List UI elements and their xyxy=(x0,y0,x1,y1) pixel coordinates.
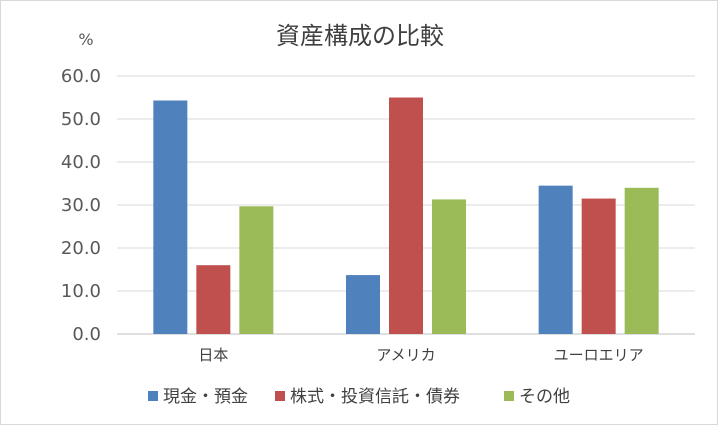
legend-label: 現金・預金 xyxy=(163,387,248,407)
y-tick-label: 30.0 xyxy=(61,195,101,216)
legend-label: その他 xyxy=(519,387,570,407)
y-tick-label: 60.0 xyxy=(61,66,101,87)
y-tick-label: 0.0 xyxy=(72,324,101,345)
legend-swatch xyxy=(148,391,158,401)
y-tick-label: 50.0 xyxy=(61,109,101,130)
y-tick-label: 20.0 xyxy=(61,238,101,259)
x-tick-label: 日本 xyxy=(198,346,228,364)
legend-swatch xyxy=(275,391,285,401)
y-tick-labels: 0.0 10.0 20.0 30.0 40.0 50.0 60.0 xyxy=(61,66,101,345)
bar-3-3 xyxy=(624,187,659,334)
y-tick-label: 40.0 xyxy=(61,152,101,173)
legend: 現金・預金 株式・投資信託・債券 その他 xyxy=(148,387,570,407)
bar-3-2 xyxy=(432,199,466,334)
x-tick-label: アメリカ xyxy=(376,346,435,364)
legend-swatch xyxy=(504,391,514,401)
x-tick-label: ユーロエリア xyxy=(554,346,644,364)
bar-1-1 xyxy=(153,100,188,334)
y-tick-label: 10.0 xyxy=(61,281,101,302)
bar-2-1 xyxy=(196,265,231,334)
legend-label: 株式・投資信託・債券 xyxy=(290,387,460,407)
bar-1-2 xyxy=(346,275,380,334)
bar-3-1 xyxy=(239,206,274,334)
chart-title: 資産構成の比較 xyxy=(276,22,444,50)
bars xyxy=(153,97,659,334)
bar-2-3 xyxy=(581,198,616,334)
bar-1-3 xyxy=(538,185,573,334)
x-tick-labels: 日本 アメリカ ユーロエリア xyxy=(198,346,643,364)
bar-2-2 xyxy=(389,97,423,334)
y-unit-label: % xyxy=(78,30,93,49)
